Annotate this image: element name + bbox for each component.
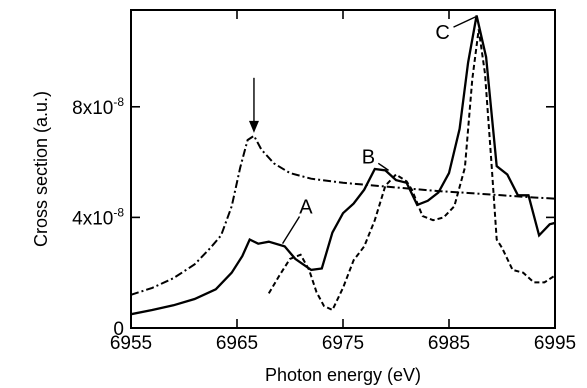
y-tick-label: 4x10-8 [72, 205, 124, 229]
annotation-leader-c [453, 16, 476, 28]
series-group [131, 15, 555, 316]
series-line-dashed [267, 29, 555, 312]
x-tick-label: 6985 [428, 333, 470, 354]
x-tick-label: 6965 [216, 333, 258, 354]
y-axis-title: Cross section (a.u.) [31, 91, 51, 247]
axes-group: 6955 6965 6975 6985 6995 0 4x10-8 8x10-8 [72, 9, 576, 354]
plot-frame [130, 9, 556, 329]
x-tick-label: 6955 [110, 333, 152, 354]
annotation-leader-b [377, 162, 389, 171]
x-tick-label: 6995 [534, 333, 576, 354]
annotation-label-a: A [299, 196, 313, 218]
y-tick-label: 0 [113, 319, 124, 340]
y-tick-label: 8x10-8 [72, 95, 124, 119]
annotation-label-c: C [435, 22, 449, 44]
annotation-label-b: B [362, 147, 375, 169]
annotation-arrow-head-icon [248, 120, 259, 133]
x-axis-title: Photon energy (eV) [265, 365, 421, 385]
series-line-dash-dot [131, 134, 555, 296]
series-line-solid [131, 15, 555, 316]
x-tick-label: 6975 [322, 333, 364, 354]
annotation-group: A B C [248, 16, 476, 245]
annotation-leader-a [281, 216, 301, 245]
